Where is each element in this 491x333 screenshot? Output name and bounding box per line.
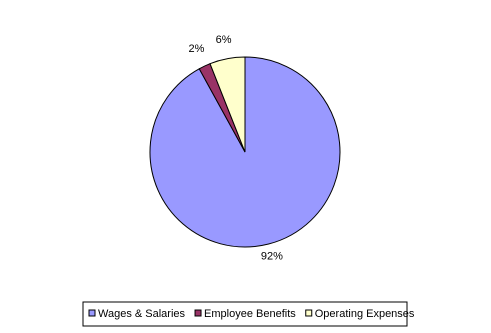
legend-label: Operating Expenses [315,308,415,320]
legend-label: Wages & Salaries [98,308,186,320]
pie: 92% 2% 6% [149,34,341,263]
legend-swatch [194,309,202,317]
legend-swatch [305,309,313,317]
legend: Wages & Salaries Employee Benefits Operati… [88,308,415,320]
legend-box [82,301,408,327]
pie-slice [209,56,246,153]
data-label: 6% [216,34,232,46]
legend-swatch [88,309,96,317]
data-label: 2% [189,43,205,55]
data-label: 92% [261,251,283,263]
legend-label: Employee Benefits [204,308,296,320]
